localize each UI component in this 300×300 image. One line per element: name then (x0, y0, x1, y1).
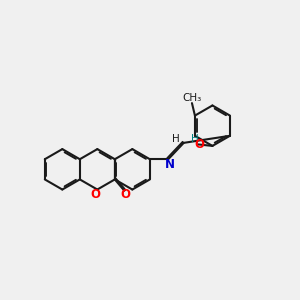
Text: N: N (164, 158, 175, 171)
Text: O: O (121, 188, 130, 201)
Text: H: H (172, 134, 179, 144)
Text: O: O (91, 188, 101, 201)
Text: CH₃: CH₃ (182, 93, 202, 103)
Text: H: H (191, 134, 199, 144)
Text: O: O (195, 138, 205, 151)
